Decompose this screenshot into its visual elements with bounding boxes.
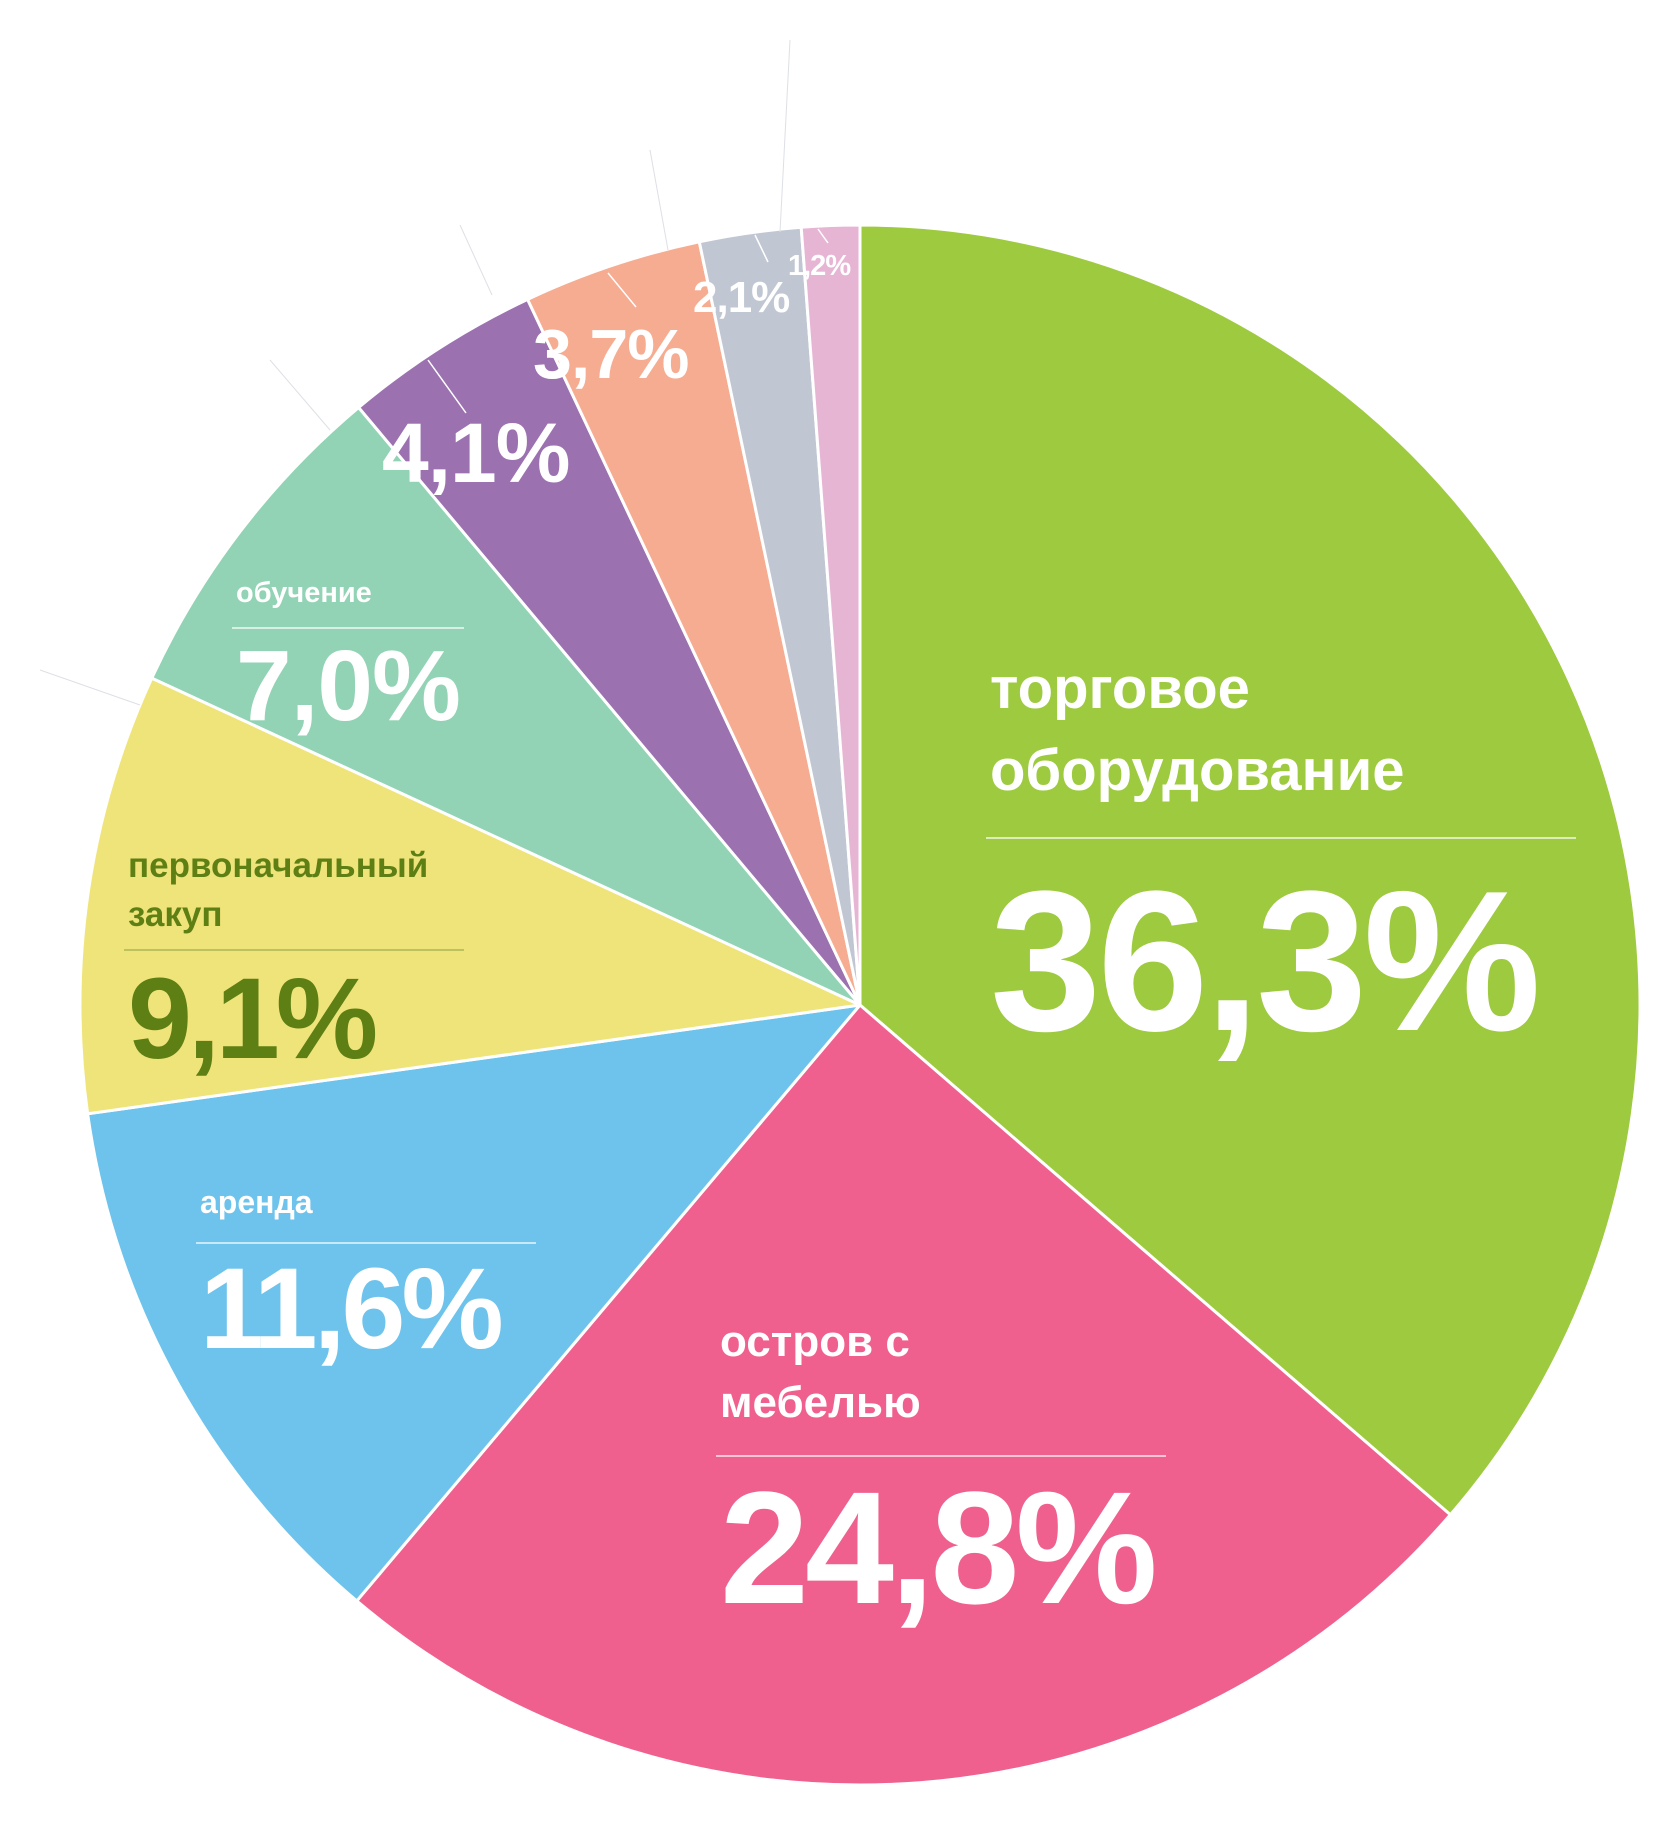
pie-slice-обучение [150, 405, 862, 1007]
slice-name-label: закуп [128, 895, 223, 934]
slice-value-label: 2,1% [693, 273, 789, 322]
slice-name-label: аренда [200, 1184, 313, 1220]
slice-value-label: 24,8% [720, 1458, 1154, 1637]
faint-leader-line [459, 224, 493, 296]
faint-leader-line [649, 149, 669, 251]
slice-name-label: остров с [720, 1317, 910, 1366]
slice-name-label: первоначальный [128, 846, 428, 885]
slice-labels: торговое оборудование 36,3% остров с мебелью… [124, 250, 1576, 1637]
slice-name-label: мебелью [720, 1378, 921, 1427]
pie-slices [78, 223, 1642, 1787]
slice-name-label: оборудование [990, 738, 1405, 803]
leader-lines [39, 39, 829, 706]
slice-value-label: 7,0% [236, 630, 460, 742]
leader-line [817, 228, 829, 244]
pie-slice-торговое-оборудование [858, 223, 1642, 1517]
slice-name-label: торговое [990, 656, 1250, 721]
slice-value-label: 1,2% [788, 250, 851, 282]
slice-value-label: 36,3% [990, 850, 1537, 1073]
pie-slice-первоначальный-закуп [78, 676, 862, 1116]
pie-slice-аренда [86, 1003, 862, 1603]
slice-value-label: 11,6% [200, 1245, 501, 1373]
slice-value-label: 9,1% [128, 955, 376, 1083]
slice-value-label: 4,1% [382, 406, 569, 500]
leader-line [607, 272, 637, 308]
faint-leader-line [779, 39, 791, 233]
leader-line [427, 359, 467, 414]
faint-leader-line [269, 359, 331, 431]
pie-slice-slice-6 [357, 297, 862, 1007]
leader-line [754, 234, 769, 263]
pie-slice-остров-с-мебелью [355, 1003, 1452, 1787]
slice-name-label: обучение [236, 577, 372, 609]
slice-value-label: 3,7% [533, 315, 689, 393]
faint-leader-line [39, 669, 141, 706]
pie-slice-slice-9 [799, 223, 862, 1007]
